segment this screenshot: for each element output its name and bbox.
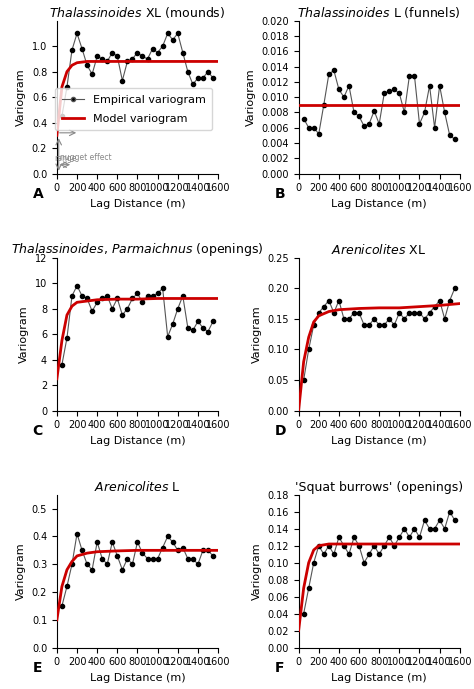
Title: $\it{Arenicolites}$ L: $\it{Arenicolites}$ L [94,480,181,493]
Text: D: D [274,424,286,438]
Legend: Empirical variogram, Model variogram: Empirical variogram, Model variogram [55,88,212,130]
Y-axis label: Variogram: Variogram [16,68,26,126]
Y-axis label: Variogram: Variogram [246,68,255,126]
X-axis label: Lag Distance (m): Lag Distance (m) [331,673,427,683]
X-axis label: Lag Distance (m): Lag Distance (m) [331,199,427,209]
Text: A: A [33,187,44,201]
Text: F: F [274,661,284,675]
Text: C: C [33,424,43,438]
Text: E: E [33,661,42,675]
Text: B: B [274,187,285,201]
Title: 'Squat burrows' (openings): 'Squat burrows' (openings) [295,480,463,493]
Y-axis label: Variogram: Variogram [252,542,262,600]
Y-axis label: Variogram: Variogram [19,305,29,363]
X-axis label: Lag Distance (m): Lag Distance (m) [90,199,185,209]
Y-axis label: Variogram: Variogram [16,542,26,600]
X-axis label: Lag Distance (m): Lag Distance (m) [90,436,185,446]
X-axis label: Lag Distance (m): Lag Distance (m) [90,673,185,683]
Y-axis label: Variogram: Variogram [252,305,262,363]
X-axis label: Lag Distance (m): Lag Distance (m) [331,436,427,446]
Text: nugget effect: nugget effect [60,152,111,161]
Title: $\it{Thalassinoides}$,$\it{\ Parmaichnus}$ (openings): $\it{Thalassinoides}$,$\it{\ Parmaichnus… [11,240,264,258]
Title: $\it{Thalassinoides}$ XL (mounds): $\it{Thalassinoides}$ XL (mounds) [49,5,226,19]
Text: range: range [54,154,76,163]
Title: $\it{Thalassinoides}$ L (funnels): $\it{Thalassinoides}$ L (funnels) [298,5,461,19]
Title: $\it{Arenicolites}$ XL: $\it{Arenicolites}$ XL [331,243,427,256]
